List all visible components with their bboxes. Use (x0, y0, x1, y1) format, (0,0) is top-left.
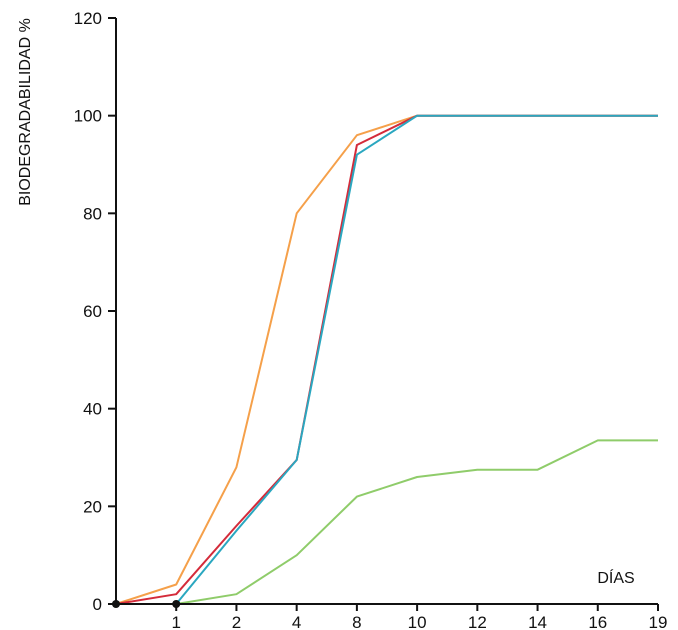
y-tick-label: 120 (74, 9, 102, 28)
series-line-2 (115, 114, 658, 605)
x-tick-label: 16 (588, 613, 607, 630)
x-tick-label: 14 (528, 613, 547, 630)
x-axis-title: DÍAS (597, 568, 634, 587)
series-line-3 (116, 114, 658, 605)
y-tick-label: 40 (83, 400, 102, 419)
day-1-marker (172, 600, 181, 608)
y-axis-title: BIODEGRADABILIDAD % (17, 18, 34, 206)
y-tick-label: 0 (93, 595, 102, 614)
y-tick-label: 80 (83, 204, 102, 223)
y-axis-ticks: 0 20 40 60 80 100 120 (74, 9, 116, 614)
y-tick-label: 20 (83, 497, 102, 516)
x-tick-label: 12 (468, 613, 487, 630)
x-tick-label: 2 (232, 613, 241, 630)
origin-marker (112, 600, 120, 608)
series-line-1 (115, 114, 658, 605)
x-axis-ticks: 1 2 4 8 10 12 14 16 19 (171, 604, 667, 630)
x-tick-label: 4 (292, 613, 301, 630)
x-tick-label: 1 (171, 613, 180, 630)
x-tick-label: 8 (352, 613, 361, 630)
x-tick-label: 10 (408, 613, 427, 630)
series-lines (115, 114, 658, 605)
y-tick-label: 100 (74, 107, 102, 126)
y-tick-label: 60 (83, 302, 102, 321)
x-tick-label: 19 (649, 613, 668, 630)
series-line-4 (116, 439, 658, 605)
